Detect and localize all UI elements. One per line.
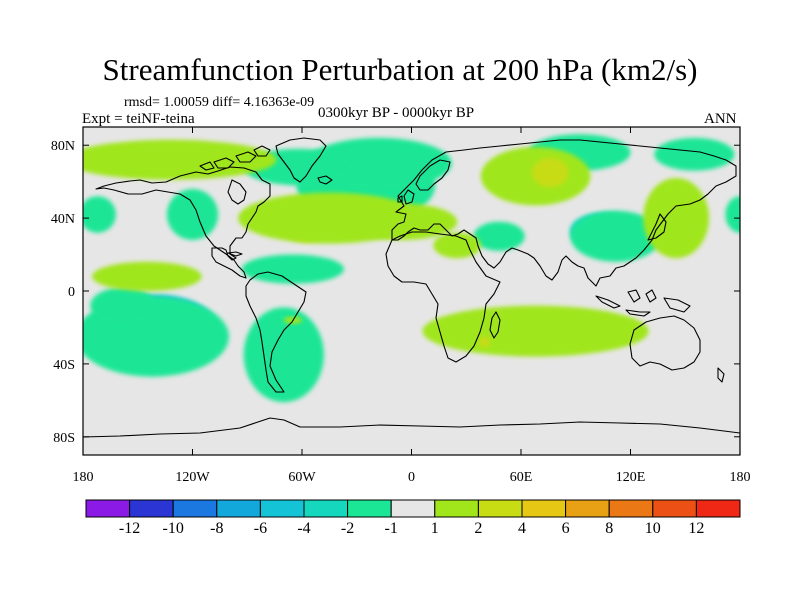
colorbar-label: -6 (254, 520, 267, 537)
anomaly-layer (83, 134, 740, 403)
colorbar-label: 12 (688, 520, 704, 537)
colorbar-swatch (303, 499, 349, 518)
positive-anomaly-23 (531, 158, 569, 188)
coastline-greenland (275, 137, 327, 183)
coastline-africa (385, 231, 501, 363)
colorbar-label: -4 (297, 520, 310, 537)
coastline-antarctica (83, 417, 740, 455)
lon-tick-label: 120W (175, 470, 210, 485)
lon-tick-label: 180 (730, 470, 751, 485)
colorbar-swatch (565, 499, 610, 518)
coastline-north-america (95, 166, 271, 279)
colorbar-swatch (608, 499, 654, 518)
experiment-label: Expt = teiNF-teina (82, 111, 195, 127)
positive-anomaly-26 (422, 305, 649, 357)
coastline-uk (397, 189, 415, 205)
colorbar-label: -1 (385, 520, 398, 537)
coastline-hudson-bay (227, 179, 247, 205)
coastline-eurasia (391, 139, 737, 287)
colorbar-swatch (129, 499, 174, 518)
colorbar-swatch (477, 499, 523, 518)
season-label: ANN (704, 111, 737, 127)
rmsd-diff-label: rmsd= 1.00059 diff= 4.16363e-09 (124, 95, 315, 110)
coastline-cuba (227, 251, 243, 257)
negative-anomaly-9 (570, 210, 662, 262)
coastline-south-america (245, 271, 307, 393)
colorbar-label: 1 (431, 520, 439, 537)
colorbar-label: 4 (518, 520, 526, 537)
colorbar-label: 6 (562, 520, 570, 537)
colorbar-swatch (259, 499, 305, 518)
map-axes: 180 120W 60W 0 60E 120E 180 80N 40N 0 40S 80S (51, 127, 751, 485)
lat-tick-label: 0 (68, 285, 75, 300)
colorbar-label: 8 (605, 520, 613, 537)
negative-anomaly-11 (725, 196, 740, 233)
colorbar-swatch (652, 499, 697, 518)
negative-anomaly-16 (473, 221, 525, 251)
positive-anomaly-21 (347, 203, 458, 240)
colorbar: -12 -10 -8 -6 -4 -2 -1 1 2 4 6 8 10 12 (85, 499, 741, 537)
positive-anomaly-25 (433, 232, 481, 259)
colorbar-swatch (521, 499, 567, 518)
coastline-new-zealand (717, 367, 725, 383)
colorbar-swatch (390, 499, 436, 518)
colorbar-label: -12 (119, 520, 140, 537)
coastline-madagascar (489, 311, 501, 339)
negative-anomaly-7 (654, 137, 735, 171)
colorbar-label: -2 (341, 520, 354, 537)
negative-anomaly-12 (166, 189, 219, 240)
colorbar-label: -10 (163, 520, 184, 537)
colorbar-swatch (695, 499, 741, 518)
negative-anomaly-2 (90, 287, 157, 324)
coastlines (83, 137, 740, 455)
positive-anomaly-18 (92, 261, 202, 291)
lat-tick-label: 80N (51, 139, 75, 154)
lat-tick-label: 40S (53, 358, 75, 373)
coastline-scandinavia (415, 159, 451, 191)
period-label: 0300kyr BP - 0000kyr BP (318, 105, 475, 121)
lat-tick-label: 80S (53, 431, 75, 446)
colorbar-label: 10 (645, 520, 661, 537)
lon-tick-label: 60E (510, 470, 533, 485)
positive-anomaly-24 (643, 178, 709, 259)
coastline-arctic-islands (199, 145, 271, 171)
plot-title: Streamfunction Perturbation at 200 hPa (… (102, 52, 698, 87)
positive-anomaly-27 (479, 336, 490, 348)
colorbar-swatch (85, 499, 131, 518)
colorbar-label: 2 (474, 520, 482, 537)
coastline-new-guinea (663, 297, 691, 313)
colorbar-swatch (216, 499, 261, 518)
lon-tick-label: 180 (73, 470, 94, 485)
coastline-iceland (317, 175, 333, 185)
colorbar-label: -8 (210, 520, 223, 537)
lon-tick-label: 120E (616, 470, 646, 485)
lat-tick-label: 40N (51, 212, 75, 227)
negative-anomaly-14 (243, 307, 324, 403)
coastline-indonesia (595, 289, 657, 317)
colorbar-swatch (172, 499, 218, 518)
colorbar-swatch (347, 499, 392, 518)
negative-anomaly-10 (83, 196, 116, 233)
lon-tick-label: 60W (288, 470, 316, 485)
coastline-australia (629, 315, 701, 371)
lon-tick-label: 0 (408, 470, 415, 485)
positive-anomaly-17 (83, 139, 277, 180)
colorbar-swatch (434, 499, 479, 518)
negative-anomaly-13 (241, 254, 344, 284)
coastline-japan (647, 213, 667, 241)
